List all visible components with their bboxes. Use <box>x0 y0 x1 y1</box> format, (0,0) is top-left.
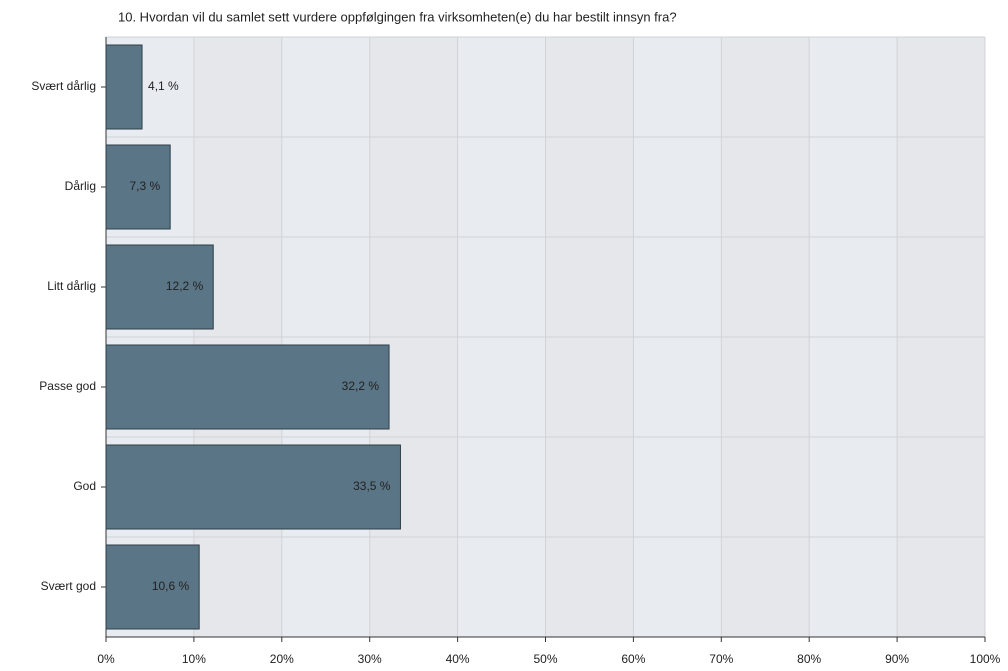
bar <box>105 344 390 430</box>
y-tick-label: Litt dårlig <box>47 279 96 293</box>
x-tick-label: 40% <box>446 652 470 666</box>
y-tick-label: Svært dårlig <box>31 79 96 93</box>
x-tick-label: 50% <box>533 652 557 666</box>
x-tick-label: 90% <box>885 652 909 666</box>
x-tick-label: 20% <box>270 652 294 666</box>
x-tick-label: 10% <box>182 652 206 666</box>
chart-title: 10. Hvordan vil du samlet sett vurdere o… <box>118 9 677 24</box>
y-tick-label: Dårlig <box>65 179 96 193</box>
value-label: 32,2 % <box>342 379 380 393</box>
bar <box>105 244 214 330</box>
value-label: 33,5 % <box>353 479 391 493</box>
x-tick-label: 70% <box>709 652 733 666</box>
x-tick-label: 100% <box>970 652 1001 666</box>
value-label: 7,3 % <box>129 179 160 193</box>
value-label: 12,2 % <box>166 279 204 293</box>
x-tick-label: 80% <box>797 652 821 666</box>
x-tick-label: 0% <box>97 652 115 666</box>
y-tick-label: God <box>73 479 96 493</box>
value-label: 10,6 % <box>152 579 190 593</box>
y-tick-label: Svært god <box>41 579 96 593</box>
x-tick-label: 60% <box>621 652 645 666</box>
y-tick-label: Passe god <box>39 379 96 393</box>
value-label: 4,1 % <box>148 79 179 93</box>
bar <box>105 544 200 630</box>
bar <box>105 44 143 130</box>
bar <box>105 144 171 230</box>
x-tick-label: 30% <box>358 652 382 666</box>
bar <box>105 444 401 530</box>
